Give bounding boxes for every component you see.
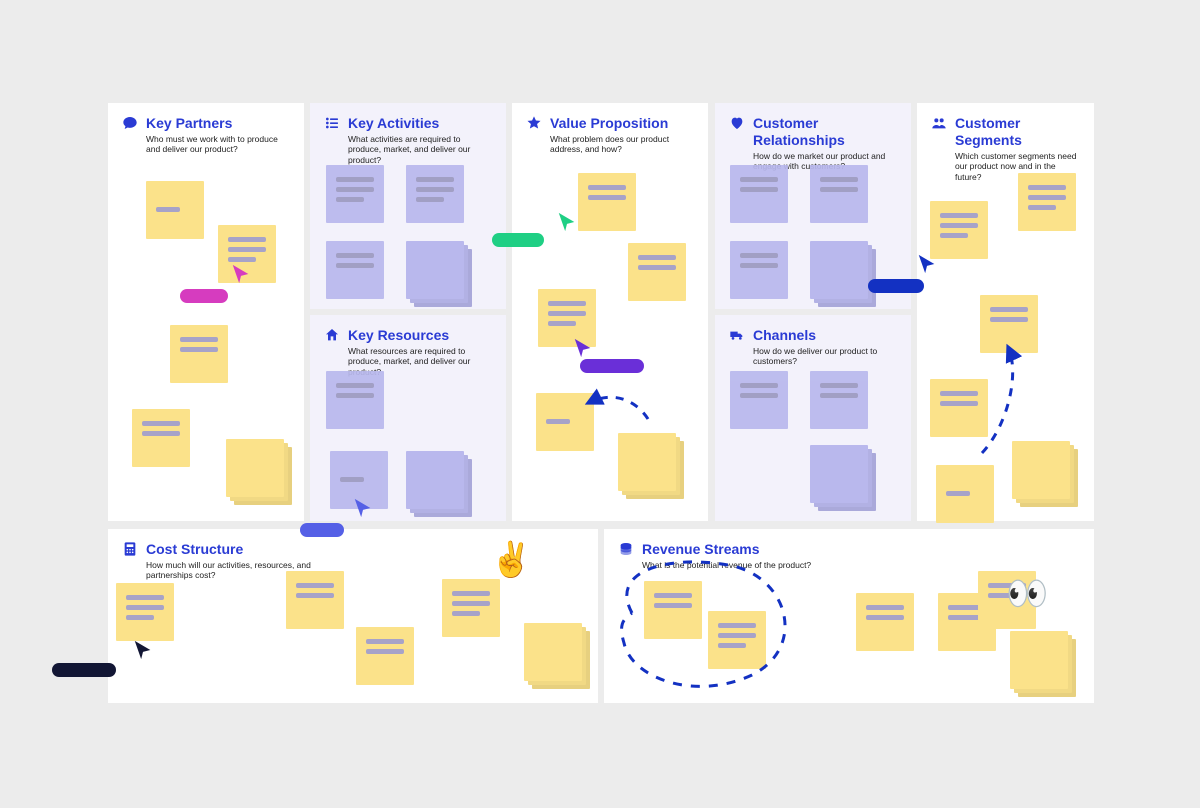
collab-cursor (572, 337, 594, 359)
panel-title: Customer Relationships (753, 115, 897, 149)
panel-title: Cost Structure (146, 541, 316, 558)
collab-cursor (230, 263, 252, 285)
panel-title: Revenue Streams (642, 541, 811, 558)
users-icon (931, 115, 947, 131)
sticky-note[interactable] (326, 371, 384, 429)
panel-sub: What problem does our product address, a… (550, 134, 694, 155)
sticky-note[interactable] (930, 379, 988, 437)
sticky-note[interactable] (936, 465, 994, 523)
sticky-stack[interactable] (406, 451, 464, 509)
sticky-note[interactable] (326, 241, 384, 299)
sticky-note[interactable] (326, 165, 384, 223)
panel-title: Key Activities (348, 115, 492, 132)
panel-sub: What activities are required to produce,… (348, 134, 492, 166)
sticky-stack[interactable] (810, 241, 868, 299)
sticky-note[interactable] (578, 173, 636, 231)
panel-sub: What is the potential revenue of the pro… (642, 560, 811, 571)
collab-cursor-label (868, 279, 924, 293)
collab-cursor-label (580, 359, 644, 373)
chat-icon (122, 115, 138, 131)
sticky-stack[interactable] (810, 445, 868, 503)
home-icon (324, 327, 340, 343)
collab-cursor-label (492, 233, 544, 247)
sticky-stack[interactable] (618, 433, 676, 491)
sticky-stack[interactable] (524, 623, 582, 681)
sticky-note[interactable] (856, 593, 914, 651)
peace-emoji: ✌️ (490, 543, 532, 577)
star-icon (526, 115, 542, 131)
sticky-note[interactable] (442, 579, 500, 637)
sticky-note[interactable] (406, 165, 464, 223)
panel-title: Customer Segments (955, 115, 1080, 149)
panel-sub: How do we deliver our product to custome… (753, 346, 897, 367)
sticky-note[interactable] (980, 295, 1038, 353)
calculator-icon (122, 541, 138, 557)
collab-cursor (352, 497, 374, 519)
sticky-stack[interactable] (406, 241, 464, 299)
sticky-note[interactable] (286, 571, 344, 629)
sticky-note[interactable] (132, 409, 190, 467)
collab-cursor (132, 639, 154, 661)
collab-cursor-label (300, 523, 344, 537)
sticky-note[interactable] (810, 165, 868, 223)
sticky-stack[interactable] (226, 439, 284, 497)
sticky-note[interactable] (730, 241, 788, 299)
sticky-note[interactable] (146, 181, 204, 239)
sticky-note[interactable] (356, 627, 414, 685)
sticky-note[interactable] (116, 583, 174, 641)
panel-title: Value Proposition (550, 115, 694, 132)
sticky-stack[interactable] (1010, 631, 1068, 689)
sticky-note[interactable] (536, 393, 594, 451)
collab-cursor (916, 253, 938, 275)
panel-title: Key Partners (146, 115, 290, 132)
list-icon (324, 115, 340, 131)
eyes-emoji: 👀 (1006, 577, 1048, 611)
bmc-canvas[interactable]: Key Partners Who must we work with to pr… (108, 103, 1094, 723)
panel-title: Key Resources (348, 327, 492, 344)
collab-cursor-label (52, 663, 116, 677)
sticky-note[interactable] (628, 243, 686, 301)
coins-icon (618, 541, 634, 557)
sticky-note[interactable] (708, 611, 766, 669)
truck-icon (729, 327, 745, 343)
panel-title: Channels (753, 327, 897, 344)
sticky-note[interactable] (1018, 173, 1076, 231)
collab-cursor-label (180, 289, 228, 303)
sticky-note[interactable] (170, 325, 228, 383)
sticky-note[interactable] (644, 581, 702, 639)
sticky-note[interactable] (930, 201, 988, 259)
sticky-note[interactable] (730, 371, 788, 429)
sticky-note[interactable] (810, 371, 868, 429)
collab-cursor (556, 211, 578, 233)
panel-sub: Who must we work with to produce and del… (146, 134, 290, 155)
sticky-note[interactable] (730, 165, 788, 223)
sticky-stack[interactable] (1012, 441, 1070, 499)
heart-icon (729, 115, 745, 131)
